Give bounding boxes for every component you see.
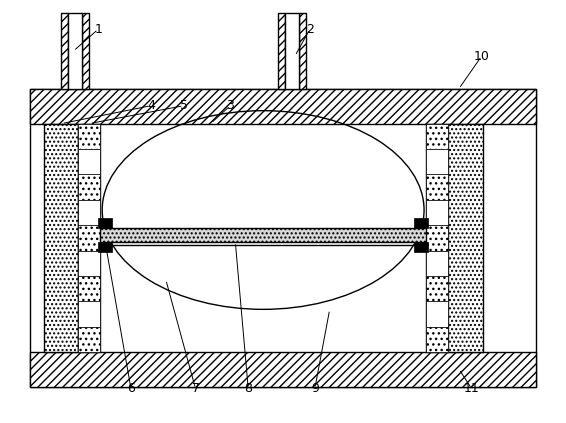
Text: 7: 7 bbox=[191, 382, 200, 396]
Text: 9: 9 bbox=[311, 382, 319, 396]
Polygon shape bbox=[78, 124, 100, 149]
Text: 8: 8 bbox=[245, 382, 252, 396]
Text: 2: 2 bbox=[306, 23, 314, 36]
Polygon shape bbox=[98, 242, 112, 252]
Text: 10: 10 bbox=[474, 49, 490, 63]
Polygon shape bbox=[82, 13, 89, 89]
Polygon shape bbox=[278, 13, 285, 89]
Polygon shape bbox=[285, 13, 299, 89]
Polygon shape bbox=[426, 301, 448, 327]
Polygon shape bbox=[426, 200, 448, 225]
Polygon shape bbox=[78, 225, 100, 250]
Polygon shape bbox=[414, 218, 428, 228]
Polygon shape bbox=[78, 149, 100, 174]
Polygon shape bbox=[68, 13, 82, 89]
Polygon shape bbox=[98, 218, 112, 228]
Polygon shape bbox=[426, 174, 448, 200]
Polygon shape bbox=[78, 250, 100, 276]
Polygon shape bbox=[426, 149, 448, 174]
Polygon shape bbox=[78, 124, 100, 352]
Polygon shape bbox=[78, 327, 100, 352]
Polygon shape bbox=[62, 13, 68, 89]
Polygon shape bbox=[426, 276, 448, 301]
Polygon shape bbox=[44, 124, 78, 352]
Polygon shape bbox=[100, 228, 426, 242]
Polygon shape bbox=[78, 174, 100, 200]
Polygon shape bbox=[426, 124, 448, 149]
Text: 6: 6 bbox=[127, 382, 135, 396]
Polygon shape bbox=[414, 242, 428, 252]
Polygon shape bbox=[29, 89, 537, 124]
Text: 11: 11 bbox=[464, 382, 479, 396]
Polygon shape bbox=[78, 301, 100, 327]
Polygon shape bbox=[29, 352, 537, 387]
Polygon shape bbox=[448, 124, 483, 352]
Polygon shape bbox=[426, 327, 448, 352]
Text: 1: 1 bbox=[95, 23, 102, 36]
Polygon shape bbox=[29, 89, 537, 387]
Text: 4: 4 bbox=[147, 99, 155, 112]
Text: 5: 5 bbox=[179, 99, 188, 112]
Polygon shape bbox=[426, 250, 448, 276]
Polygon shape bbox=[299, 13, 306, 89]
Polygon shape bbox=[426, 124, 448, 352]
Text: 3: 3 bbox=[226, 99, 234, 112]
Polygon shape bbox=[78, 276, 100, 301]
Polygon shape bbox=[78, 200, 100, 225]
Polygon shape bbox=[426, 225, 448, 250]
